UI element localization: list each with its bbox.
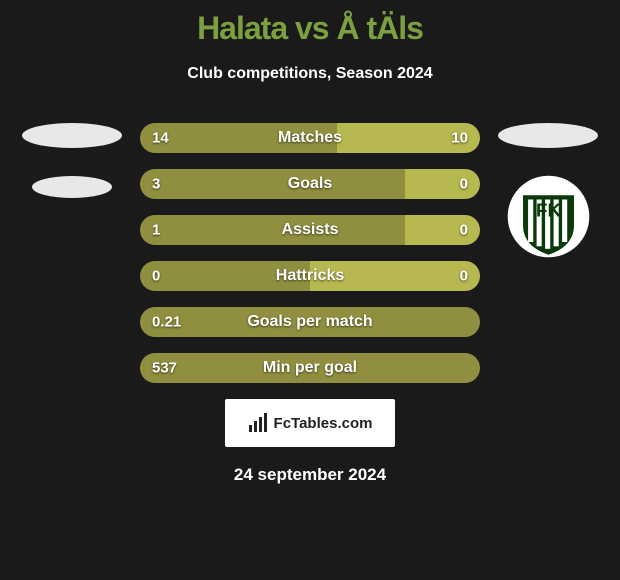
- stat-row: 537 Min per goal: [140, 353, 480, 383]
- right-team-logos: FK: [498, 123, 598, 256]
- bar-left: [140, 215, 405, 245]
- stat-value-right: 10: [451, 130, 468, 147]
- team-logo-placeholder: [22, 123, 122, 148]
- brand-text: FcTables.com: [274, 415, 373, 432]
- stat-row: 1 Assists 0: [140, 215, 480, 245]
- subtitle: Club competitions, Season 2024: [0, 65, 620, 83]
- stat-row: 3 Goals 0: [140, 169, 480, 199]
- bar-right: [405, 215, 480, 245]
- team-logo-placeholder: [32, 176, 112, 198]
- stat-row: 0.21 Goals per match: [140, 307, 480, 337]
- stat-row: 14 Matches 10: [140, 123, 480, 153]
- stat-label: Matches: [278, 129, 342, 147]
- svg-text:FK: FK: [536, 199, 561, 220]
- comparison-widget: Halata vs Å tÄls Club competitions, Seas…: [0, 0, 620, 495]
- stat-value-left: 14: [152, 130, 169, 147]
- stat-label: Min per goal: [263, 359, 357, 377]
- stat-value-left: 0: [152, 268, 160, 285]
- stat-value-left: 3: [152, 176, 160, 193]
- bar-left: [140, 169, 405, 199]
- stat-value-left: 1: [152, 222, 160, 239]
- bar-right: [405, 169, 480, 199]
- left-team-logos: [22, 123, 122, 226]
- stat-label: Hattricks: [276, 267, 344, 285]
- page-title: Halata vs Å tÄls: [0, 10, 620, 47]
- chart-icon: [248, 413, 268, 433]
- stat-label: Assists: [282, 221, 339, 239]
- stat-value-right: 0: [460, 268, 468, 285]
- fctables-brand[interactable]: FcTables.com: [225, 399, 395, 447]
- stat-value-left: 537: [152, 360, 177, 377]
- stat-value-right: 0: [460, 176, 468, 193]
- stat-label: Goals per match: [247, 313, 372, 331]
- content-row: 14 Matches 10 3 Goals 0 1 Assists 0 0 Hattricks 0 0.…: [0, 123, 620, 485]
- stat-row: 0 Hattricks 0: [140, 261, 480, 291]
- club-badge: FK: [498, 176, 598, 256]
- stats-column: 14 Matches 10 3 Goals 0 1 Assists 0 0 Hattricks 0 0.…: [140, 123, 480, 485]
- stat-value-left: 0.21: [152, 314, 181, 331]
- team-logo-placeholder: [498, 123, 598, 148]
- date-label: 24 september 2024: [140, 465, 480, 485]
- stat-value-right: 0: [460, 222, 468, 239]
- stat-label: Goals: [288, 175, 332, 193]
